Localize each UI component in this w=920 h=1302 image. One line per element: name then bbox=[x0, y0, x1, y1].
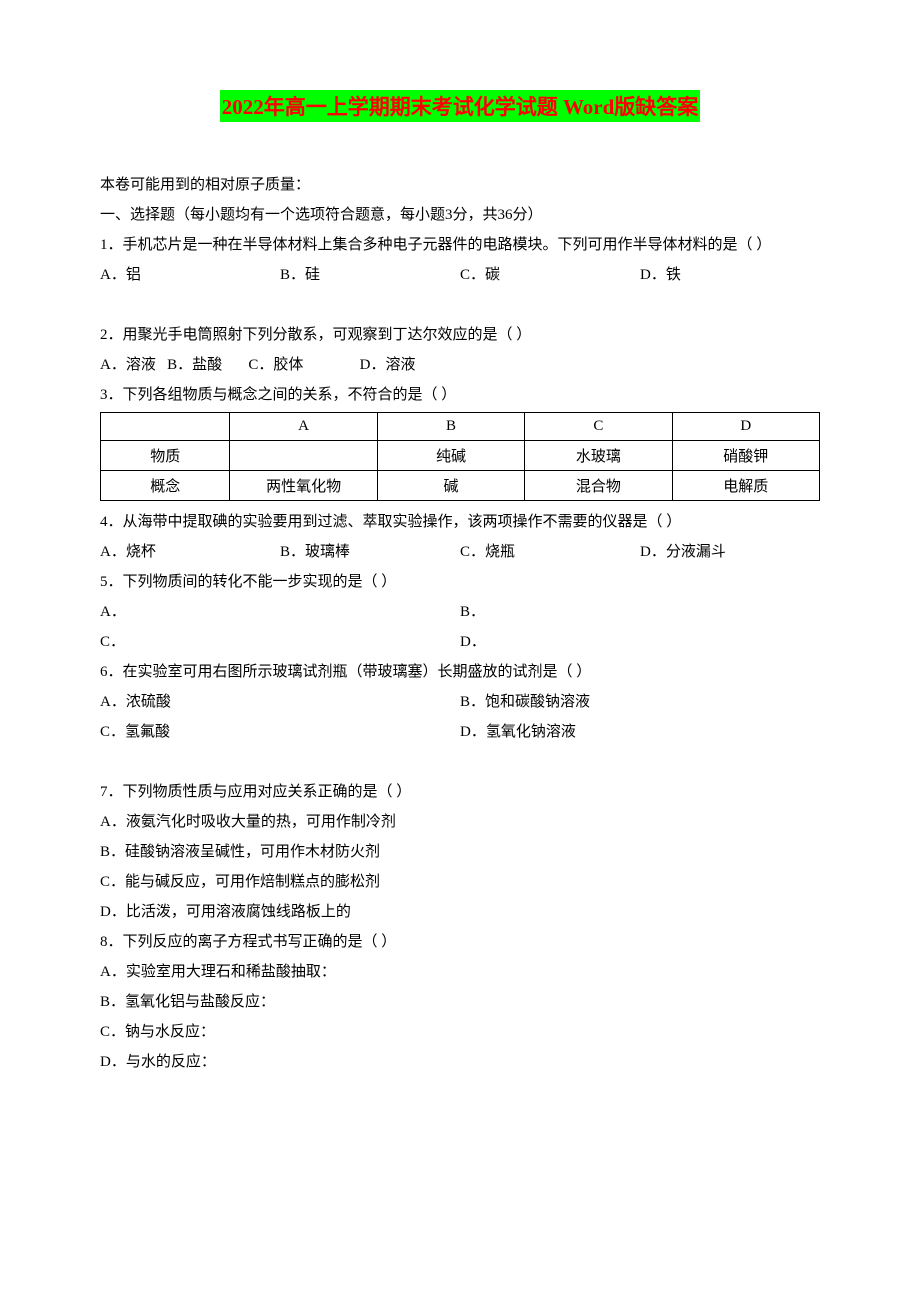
q5-opt-c: C． bbox=[100, 627, 460, 657]
q8-opt-a: A．实验室用大理石和稀盐酸抽取： bbox=[100, 957, 820, 987]
q4-stem: 4．从海带中提取碘的实验要用到过滤、萃取实验操作，该两项操作不需要的仪器是（ ） bbox=[100, 507, 820, 537]
q6-options-row2: C．氢氟酸 D．氢氧化钠溶液 bbox=[100, 717, 820, 747]
cell-row1-d: 硝酸钾 bbox=[672, 441, 819, 471]
q1-opt-d: D．铁 bbox=[640, 260, 820, 290]
q6-opt-c: C．氢氟酸 bbox=[100, 717, 460, 747]
q1-options: A．铝 B．硅 C．碳 D．铁 bbox=[100, 260, 820, 290]
cell-row2-a: 两性氧化物 bbox=[230, 471, 377, 501]
cell-blank bbox=[101, 413, 230, 441]
q1-opt-a: A．铝 bbox=[100, 260, 280, 290]
q5-opt-d: D． bbox=[460, 627, 820, 657]
cell-row1-c: 水玻璃 bbox=[525, 441, 672, 471]
q1-stem: 1．手机芯片是一种在半导体材料上集合多种电子元器件的电路模块。下列可用作半导体材… bbox=[100, 230, 820, 260]
spacer bbox=[100, 290, 820, 320]
q7-opt-d: D．比活泼，可用溶液腐蚀线路板上的 bbox=[100, 897, 820, 927]
document-title: 2022年高一上学期期末考试化学试题 Word版缺答案 bbox=[220, 90, 701, 122]
q8-opt-b: B．氢氧化铝与盐酸反应： bbox=[100, 987, 820, 1017]
q4-opt-c: C．烧瓶 bbox=[460, 537, 640, 567]
q5-options-row2: C． D． bbox=[100, 627, 820, 657]
q2-options: A．溶液 B．盐酸 C．胶体 D．溶液 bbox=[100, 350, 820, 380]
table-row: 物质 纯碱 水玻璃 硝酸钾 bbox=[101, 441, 820, 471]
q5-opt-a: A． bbox=[100, 597, 460, 627]
cell-row2-c: 混合物 bbox=[525, 471, 672, 501]
q8-stem: 8．下列反应的离子方程式书写正确的是（ ） bbox=[100, 927, 820, 957]
q8-opt-c: C．钠与水反应： bbox=[100, 1017, 820, 1047]
cell-row2-h: 概念 bbox=[101, 471, 230, 501]
q7-opt-c: C．能与碱反应，可用作焙制糕点的膨松剂 bbox=[100, 867, 820, 897]
q4-opt-b: B．玻璃棒 bbox=[280, 537, 460, 567]
q2-opt-d: D．溶液 bbox=[360, 357, 416, 373]
q3-table: A B C D 物质 纯碱 水玻璃 硝酸钾 概念 两性氧化物 碱 混合物 电解质 bbox=[100, 412, 820, 501]
q6-stem: 6．在实验室可用右图所示玻璃试剂瓶（带玻璃塞）长期盛放的试剂是（ ） bbox=[100, 657, 820, 687]
q4-opt-d: D．分液漏斗 bbox=[640, 537, 820, 567]
q7-opt-b: B．硅酸钠溶液呈碱性，可用作木材防火剂 bbox=[100, 837, 820, 867]
cell-header-a: A bbox=[230, 413, 377, 441]
q6-options-row1: A．浓硫酸 B．饱和碳酸钠溶液 bbox=[100, 687, 820, 717]
q5-options-row1: A． B． bbox=[100, 597, 820, 627]
q6-opt-b: B．饱和碳酸钠溶液 bbox=[460, 687, 820, 717]
cell-header-b: B bbox=[377, 413, 524, 441]
table-row: A B C D bbox=[101, 413, 820, 441]
q6-opt-d: D．氢氧化钠溶液 bbox=[460, 717, 820, 747]
q4-opt-a: A．烧杯 bbox=[100, 537, 280, 567]
q3-stem: 3．下列各组物质与概念之间的关系，不符合的是（ ） bbox=[100, 380, 820, 410]
cell-header-c: C bbox=[525, 413, 672, 441]
q2-opt-c: C．胶体 bbox=[248, 357, 303, 373]
q1-opt-c: C．碳 bbox=[460, 260, 640, 290]
q4-options: A．烧杯 B．玻璃棒 C．烧瓶 D．分液漏斗 bbox=[100, 537, 820, 567]
q7-opt-a: A．液氨汽化时吸收大量的热，可用作制冷剂 bbox=[100, 807, 820, 837]
q2-stem: 2．用聚光手电筒照射下列分散系，可观察到丁达尔效应的是（ ） bbox=[100, 320, 820, 350]
q1-opt-b: B．硅 bbox=[280, 260, 460, 290]
cell-header-d: D bbox=[672, 413, 819, 441]
q2-opt-a: A．溶液 bbox=[100, 357, 156, 373]
cell-row2-b: 碱 bbox=[377, 471, 524, 501]
intro-text: 本卷可能用到的相对原子质量： bbox=[100, 170, 820, 200]
q5-opt-b: B． bbox=[460, 597, 820, 627]
table-row: 概念 两性氧化物 碱 混合物 电解质 bbox=[101, 471, 820, 501]
q5-stem: 5．下列物质间的转化不能一步实现的是（ ） bbox=[100, 567, 820, 597]
cell-row1-a bbox=[230, 441, 377, 471]
cell-row2-d: 电解质 bbox=[672, 471, 819, 501]
spacer bbox=[100, 747, 820, 777]
cell-row1-b: 纯碱 bbox=[377, 441, 524, 471]
q6-opt-a: A．浓硫酸 bbox=[100, 687, 460, 717]
cell-row1-h: 物质 bbox=[101, 441, 230, 471]
section-heading: 一、选择题（每小题均有一个选项符合题意，每小题3分，共36分） bbox=[100, 200, 820, 230]
q7-stem: 7．下列物质性质与应用对应关系正确的是（ ） bbox=[100, 777, 820, 807]
q2-opt-b: B．盐酸 bbox=[167, 357, 222, 373]
q8-opt-d: D．与水的反应： bbox=[100, 1047, 820, 1077]
